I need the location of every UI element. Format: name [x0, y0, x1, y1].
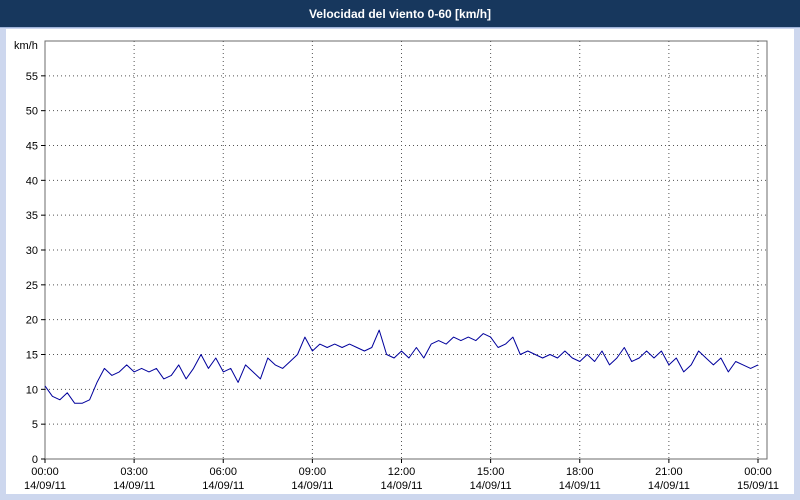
x-axis-time-label: 06:00 — [209, 466, 237, 478]
x-axis-date-label: 15/09/11 — [737, 480, 779, 492]
chart-title: Velocidad del viento 0-60 [km/h] — [308, 6, 492, 21]
x-axis-time-label: 00:00 — [744, 466, 772, 478]
y-axis-label: 40 — [26, 175, 38, 187]
x-axis-date-label: 14/09/11 — [648, 480, 690, 492]
title-bar: Velocidad del viento 0-60 [km/h] — [0, 0, 800, 28]
x-axis-date-label: 14/09/11 — [559, 480, 601, 492]
y-axis-unit-label: km/h — [14, 40, 38, 52]
x-axis-date-label: 14/09/11 — [291, 480, 333, 492]
x-axis-time-label: 21:00 — [655, 466, 683, 478]
x-axis-date-label: 14/09/11 — [470, 480, 512, 492]
x-axis-time-label: 00:00 — [31, 466, 59, 478]
y-axis-label: 30 — [26, 245, 38, 257]
x-axis-date-label: 14/09/11 — [380, 480, 422, 492]
y-axis-label: 50 — [26, 106, 38, 118]
y-axis-label: 55 — [26, 71, 38, 83]
y-axis-label: 10 — [26, 384, 38, 396]
wind-speed-series-line — [44, 329, 759, 404]
x-axis-date-label: 14/09/11 — [202, 480, 244, 492]
y-axis-label: 0 — [32, 454, 38, 466]
x-axis-time-label: 12:00 — [388, 466, 416, 478]
y-axis-label: 35 — [26, 210, 38, 222]
y-axis-label: 20 — [26, 315, 38, 327]
chart-frame: 0 5 10 15 20 25 30 35 40 45 50 55 km/h 00:00 14/09/11 0… — [6, 29, 794, 494]
y-axis-label: 5 — [32, 419, 38, 431]
x-axis-date-label: 14/09/11 — [24, 480, 66, 492]
x-axis-time-label: 15:00 — [477, 466, 505, 478]
x-axis-time-label: 03:00 — [120, 466, 148, 478]
y-axis-label: 15 — [26, 350, 38, 362]
y-axis-label: 45 — [26, 141, 38, 153]
x-axis-date-label: 14/09/11 — [113, 480, 155, 492]
wind-speed-chart: 0 5 10 15 20 25 30 35 40 45 50 55 km/h 00:00 14/09/11 0… — [14, 40, 779, 492]
x-axis-time-label: 09:00 — [299, 466, 327, 478]
y-axis-label: 25 — [26, 280, 38, 292]
x-axis-time-label: 18:00 — [566, 466, 594, 478]
